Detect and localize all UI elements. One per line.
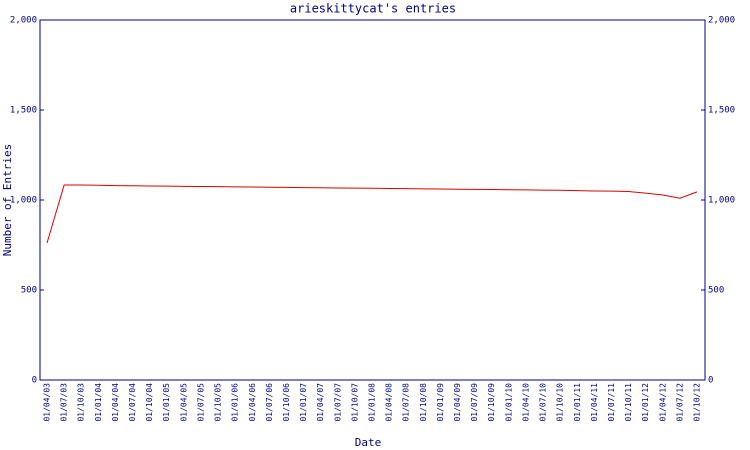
x-tick-label: 01/10/06	[282, 383, 291, 422]
x-tick-label: 01/04/09	[453, 383, 462, 422]
x-tick-label: 01/04/06	[248, 383, 257, 422]
x-tick-label: 01/07/08	[402, 383, 411, 422]
chart-title: arieskittycat's entries	[290, 2, 456, 16]
x-tick-label: 01/07/10	[539, 383, 548, 422]
x-tick-label: 01/01/10	[504, 383, 513, 422]
x-tick-label: 01/01/06	[231, 383, 240, 422]
x-tick-label: 01/01/07	[299, 383, 308, 422]
x-tick-label: 01/04/05	[179, 383, 188, 422]
x-tick-label: 01/10/04	[145, 383, 154, 422]
x-tick-label: 01/10/12	[693, 383, 702, 422]
x-tick-label: 01/04/08	[385, 383, 394, 422]
x-tick-label: 01/07/03	[60, 383, 69, 422]
x-tick-label: 01/07/07	[333, 383, 342, 422]
plot-frame	[39, 19, 706, 381]
y2-tick-label: 1,000	[708, 196, 735, 206]
x-tick-label: 01/10/10	[556, 383, 565, 422]
x-tick-label: 01/04/04	[111, 383, 120, 422]
x-tick-label: 01/07/06	[265, 383, 274, 422]
x-tick-label: 01/04/03	[43, 383, 52, 422]
x-tick-label: 01/10/08	[419, 383, 428, 422]
x-tick-label: 01/01/09	[436, 383, 445, 422]
x-tick-label: 01/07/09	[470, 383, 479, 422]
y2-tick-label: 0	[708, 376, 713, 386]
x-tick-label: 01/10/09	[487, 383, 496, 422]
y-tick-label: 1,500	[10, 106, 37, 116]
y2-tick-label: 500	[708, 286, 724, 296]
y2-tick-label: 2,000	[708, 16, 735, 26]
x-tick-label: 01/01/05	[162, 383, 171, 422]
x-tick-label: 01/04/07	[316, 383, 325, 422]
x-tick-label: 01/07/05	[196, 383, 205, 422]
x-tick-label: 01/04/12	[658, 383, 667, 422]
x-tick-label: 01/01/08	[368, 383, 377, 422]
y-tick-label: 500	[21, 286, 37, 296]
x-tick-label: 01/01/04	[94, 383, 103, 422]
y-tick-label: 0	[32, 376, 37, 386]
line	[46, 184, 698, 244]
x-tick-label: 01/04/10	[521, 383, 530, 422]
x-axis-label: Date	[355, 436, 382, 449]
y-tick-label: 1,000	[10, 196, 37, 206]
x-tick-label: 01/10/11	[624, 383, 633, 422]
x-tick-label: 01/10/03	[77, 383, 86, 422]
y2-tick-label: 1,500	[708, 106, 735, 116]
y-axis-label: Number of Entries	[1, 144, 14, 257]
x-tick-label: 01/07/11	[607, 383, 616, 422]
x-tick-label: 01/01/11	[573, 383, 582, 422]
x-tick-label: 01/07/12	[675, 383, 684, 422]
x-tick-label: 01/10/07	[350, 383, 359, 422]
x-tick-label: 01/07/04	[128, 383, 137, 422]
x-tick-label: 01/10/05	[214, 383, 223, 422]
y-tick-label: 2,000	[10, 16, 37, 26]
x-tick-label: 01/04/11	[590, 383, 599, 422]
x-tick-label: 01/01/12	[641, 383, 650, 422]
